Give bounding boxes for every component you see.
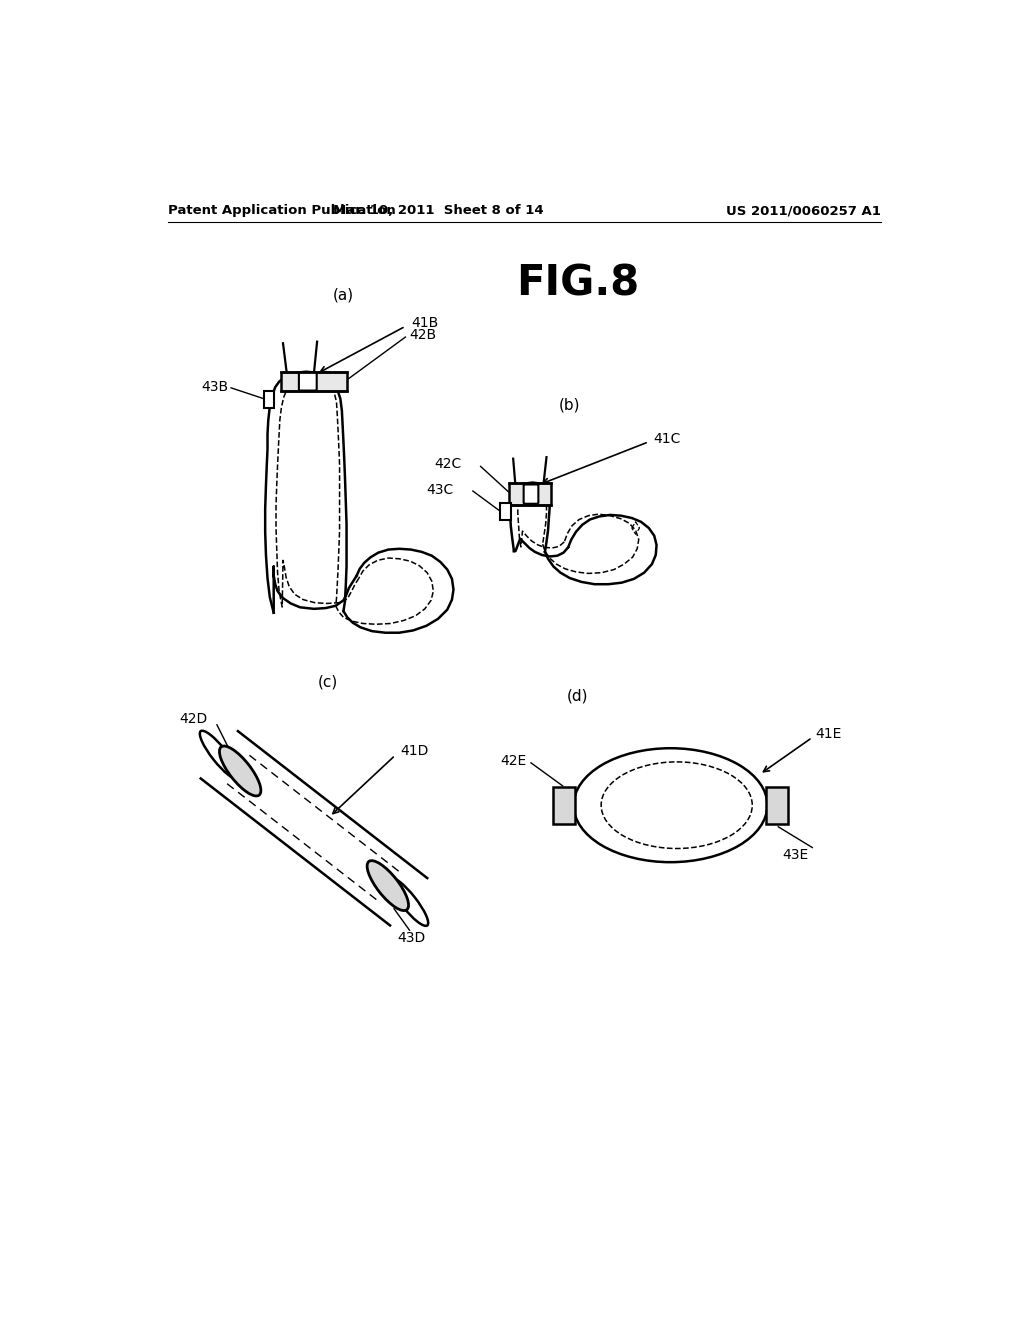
- Text: 43D: 43D: [397, 931, 425, 945]
- Bar: [263, 391, 274, 408]
- Ellipse shape: [601, 762, 753, 849]
- Text: (c): (c): [317, 675, 338, 689]
- Text: 41E: 41E: [815, 726, 842, 741]
- FancyBboxPatch shape: [299, 372, 316, 391]
- Ellipse shape: [573, 748, 767, 862]
- Ellipse shape: [368, 861, 409, 911]
- Ellipse shape: [200, 731, 239, 779]
- Text: 43B: 43B: [202, 380, 228, 395]
- Bar: [500, 503, 511, 520]
- Text: US 2011/0060257 A1: US 2011/0060257 A1: [726, 205, 882, 218]
- Text: 42E: 42E: [500, 754, 526, 767]
- Bar: [766, 787, 787, 824]
- Text: 41C: 41C: [653, 432, 681, 446]
- Text: (b): (b): [559, 397, 581, 412]
- Text: 41B: 41B: [411, 317, 438, 330]
- Bar: [509, 483, 551, 504]
- Text: 43E: 43E: [782, 849, 808, 862]
- Ellipse shape: [389, 878, 428, 925]
- Text: Mar. 10, 2011  Sheet 8 of 14: Mar. 10, 2011 Sheet 8 of 14: [333, 205, 544, 218]
- Bar: [281, 372, 346, 391]
- Text: 41D: 41D: [400, 744, 429, 758]
- Text: 43C: 43C: [426, 483, 454, 496]
- Text: Patent Application Publication: Patent Application Publication: [168, 205, 396, 218]
- Text: FIG.8: FIG.8: [516, 263, 639, 304]
- Text: 42D: 42D: [179, 711, 208, 726]
- Text: 42C: 42C: [434, 457, 461, 471]
- Text: (a): (a): [333, 288, 354, 304]
- Text: 42B: 42B: [410, 327, 436, 342]
- FancyBboxPatch shape: [523, 484, 539, 504]
- Text: (d): (d): [566, 688, 588, 704]
- Bar: [554, 787, 575, 824]
- Ellipse shape: [219, 746, 261, 796]
